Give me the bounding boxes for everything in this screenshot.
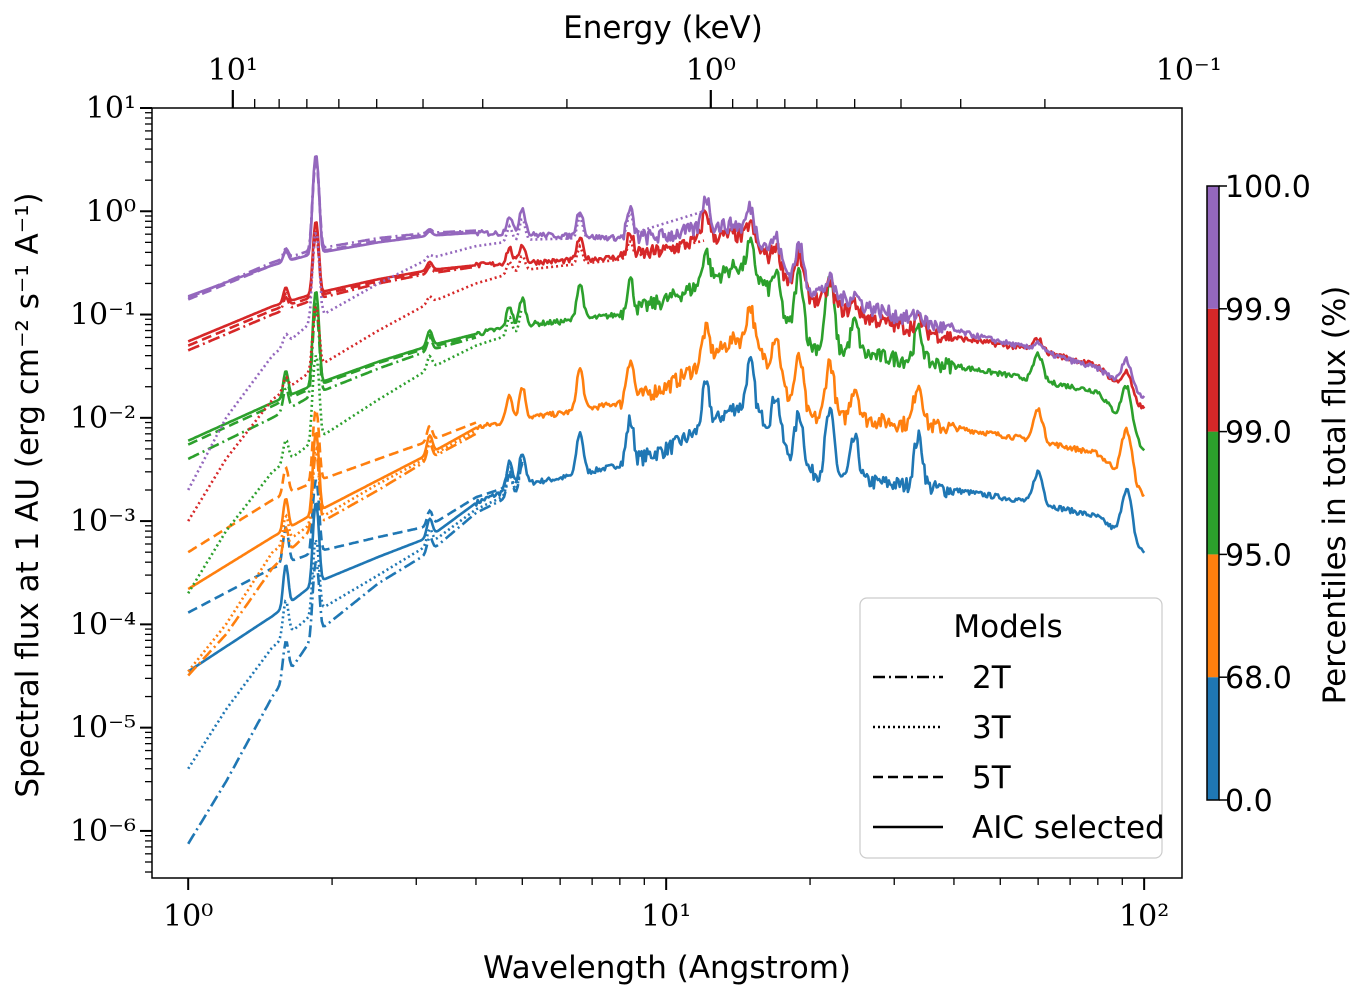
colorbar: 0.0 68.0 95.0 99.0 99.9 100.0 — [1206, 170, 1311, 819]
legend-frame — [859, 597, 1163, 859]
legend-title: Models — [953, 609, 1062, 645]
series-3-aic-line — [187, 209, 1146, 410]
top-tick-label: 10⁻¹ — [1156, 53, 1222, 88]
legend-label-2t: 2T — [972, 660, 1012, 696]
series-3-5t-line — [187, 229, 477, 347]
series-1-2t-line — [187, 432, 477, 677]
series-layer — [187, 155, 1146, 845]
y-tick-label: 10⁻³ — [70, 504, 136, 539]
colorbar-band-0 — [1207, 677, 1219, 800]
colorbar-tick-label: 68.0 — [1225, 661, 1292, 696]
series-1-aic-line — [187, 304, 1145, 591]
series-2-2t-line — [187, 305, 477, 461]
legend: Models 2T 3T 5T AIC selected — [859, 597, 1165, 859]
series-3 — [187, 209, 1146, 522]
y-tick-label: 10¹ — [86, 91, 136, 126]
colorbar-tick-label: 95.0 — [1225, 538, 1292, 573]
colorbar-band-1 — [1207, 554, 1219, 678]
series-4-5t-line — [187, 159, 477, 301]
series-0-5t-line — [187, 455, 524, 614]
top-axis-title: Energy (keV) — [563, 10, 763, 46]
colorbar-tick-label: 0.0 — [1225, 784, 1273, 819]
x-tick-label: 10² — [1119, 899, 1169, 934]
series-0-2t-line — [187, 463, 524, 845]
series-1-3t-line — [187, 429, 477, 673]
series-2-5t-line — [187, 298, 477, 446]
y-tick-label: 10⁻² — [70, 401, 136, 436]
colorbar-tick-label: 99.0 — [1225, 416, 1292, 451]
y-tick-label: 10⁰ — [86, 194, 136, 229]
y-tick-label: 10⁻¹ — [70, 298, 136, 333]
series-4-aic-line — [187, 155, 1146, 399]
legend-label-5t: 5T — [972, 760, 1012, 796]
top-tick-label: 10¹ — [208, 53, 258, 88]
series-0-3t-line — [187, 461, 524, 770]
series-0-aic-line — [187, 356, 1146, 673]
colorbar-frame — [1206, 185, 1220, 801]
series-0 — [187, 356, 1146, 845]
colorbar-band-2 — [1207, 431, 1219, 555]
series-3-3t-line — [187, 239, 705, 522]
axes-layer: 10⁰ 10¹ 10² 10⁻⁶ 10⁻⁵ 10⁻⁴ 10⁻³ 10⁻² 10⁻¹ 10⁰ 10¹ 1… — [70, 53, 1222, 934]
series-4-3t-line — [187, 210, 705, 491]
y-axis-title: Spectral flux at 1 AU (erg cm⁻² s⁻¹ A⁻¹) — [10, 192, 46, 797]
colorbar-tick-label: 99.9 — [1225, 293, 1292, 328]
series-1 — [187, 304, 1145, 677]
colorbar-tick-label: 100.0 — [1225, 170, 1311, 205]
colorbar-band-3 — [1207, 308, 1219, 432]
y-tick-label: 10⁻⁶ — [70, 814, 136, 849]
x-axis-title: Wavelength (Angstrom) — [483, 950, 851, 986]
top-tick-label: 10⁰ — [686, 53, 736, 88]
y-tick-label: 10⁻⁴ — [70, 607, 136, 642]
series-4 — [187, 155, 1146, 491]
legend-label-aic: AIC selected — [972, 810, 1165, 846]
colorbar-band-4 — [1207, 186, 1219, 309]
series-4-2t-line — [187, 156, 477, 300]
series-1-5t-line — [187, 406, 477, 554]
y-tick-label: 10⁻⁵ — [70, 711, 136, 746]
x-tick-label: 10¹ — [641, 899, 691, 934]
x-tick-label: 10⁰ — [163, 899, 213, 934]
series-2-3t-line — [187, 307, 524, 594]
series-2 — [187, 236, 1146, 594]
series-2-aic-line — [187, 236, 1146, 452]
colorbar-title: Percentiles in total flux (%) — [1317, 286, 1353, 705]
legend-label-3t: 3T — [972, 710, 1012, 746]
